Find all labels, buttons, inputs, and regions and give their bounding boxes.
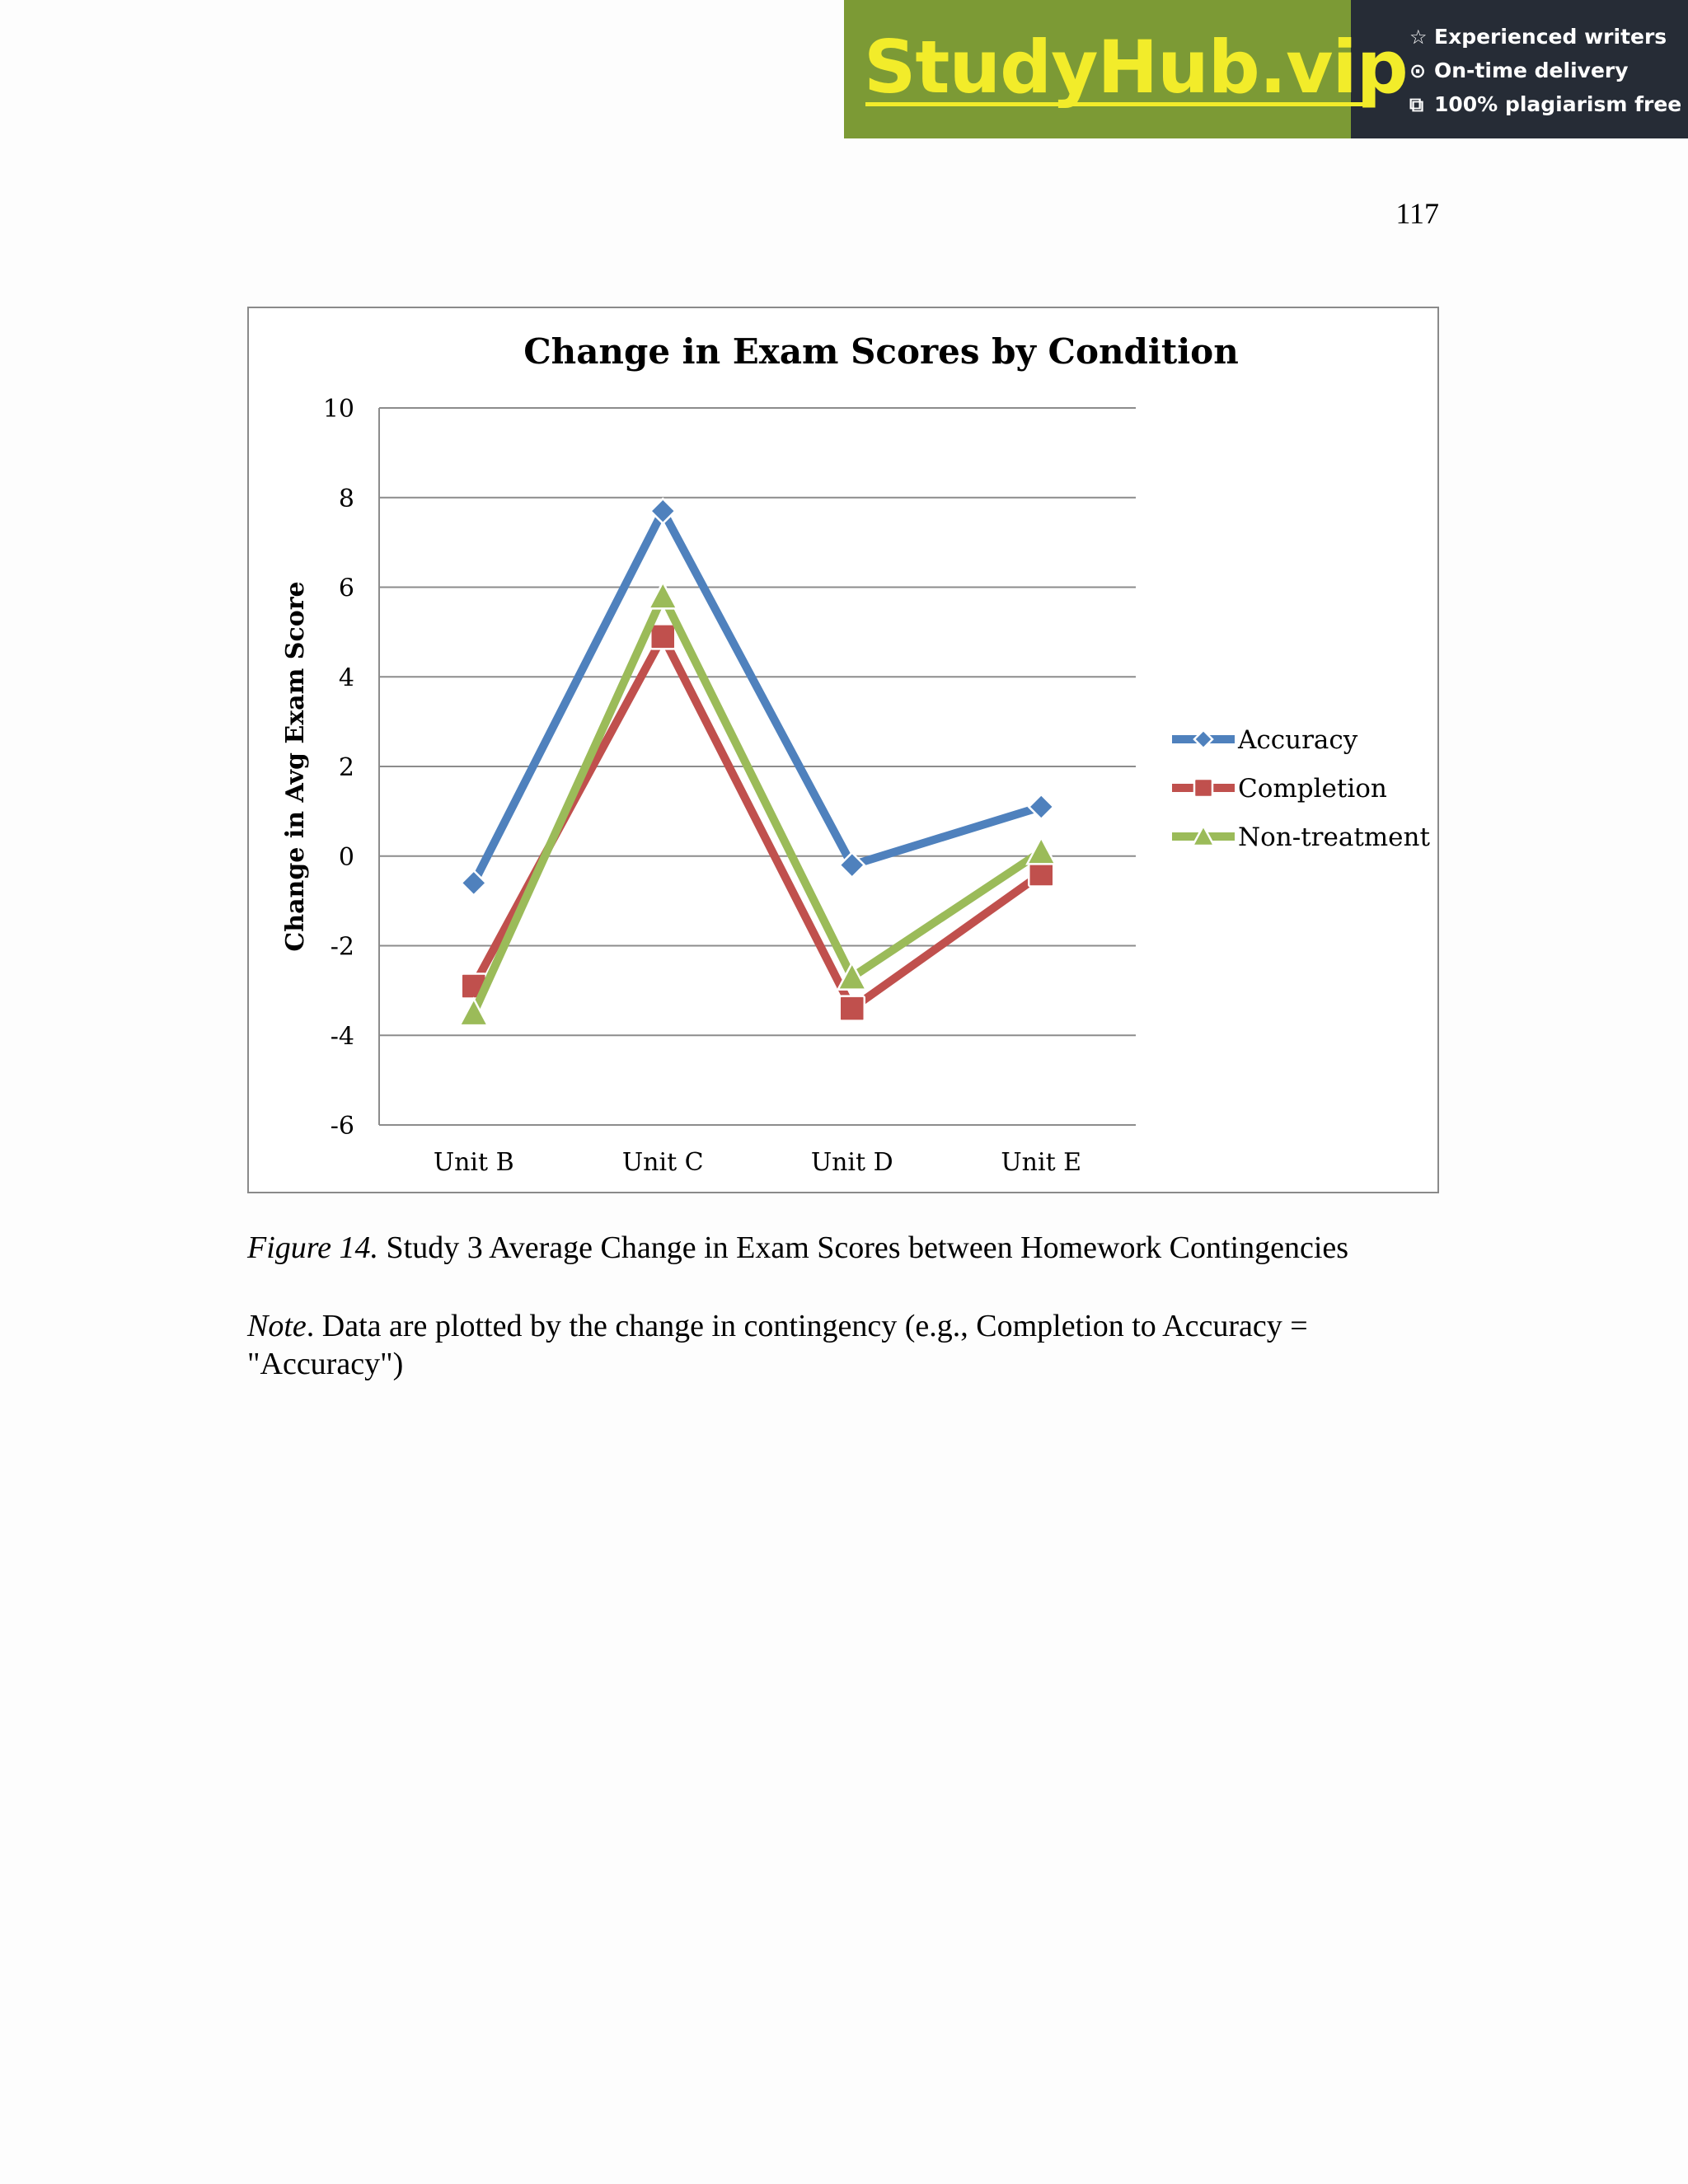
x-tick-label: Unit E (1001, 1148, 1081, 1177)
note-label: Note (247, 1309, 307, 1343)
feature-label: Experienced writers (1434, 25, 1667, 49)
legend-label: Accuracy (1237, 725, 1358, 755)
data-point-triangle (836, 960, 868, 991)
y-tick-label: -6 (331, 1112, 354, 1141)
clock-icon: ⊙ (1409, 59, 1427, 82)
data-point-square (1028, 860, 1055, 888)
data-point-diamond (459, 869, 488, 898)
data-point-triangle (1025, 835, 1057, 865)
studyhub-banner[interactable]: StudyHub.vip ☆ Experienced writers ⊙ On-… (844, 0, 1688, 138)
y-tick-label: 4 (339, 663, 354, 692)
page-number: 117 (1395, 197, 1439, 230)
data-point-diamond (649, 497, 678, 525)
y-tick-label: -2 (331, 933, 354, 962)
y-axis-label: Change in Avg Exam Score (281, 581, 310, 951)
y-tick-label: 6 (339, 574, 354, 603)
copy-icon: ⧉ (1409, 92, 1424, 116)
data-point-square (838, 995, 865, 1022)
brand-logo-text[interactable]: StudyHub.vip (864, 25, 1409, 110)
x-tick-label: Unit C (622, 1148, 704, 1177)
series-line (470, 502, 1043, 885)
legend-marker-diamond (1193, 729, 1214, 750)
legend-label: Completion (1238, 774, 1387, 804)
y-tick-label: 0 (339, 843, 354, 872)
note-text: . Data are plotted by the change in cont… (247, 1309, 1308, 1381)
y-tick-label: 2 (339, 753, 354, 782)
star-outline-icon: ☆ (1409, 25, 1428, 49)
y-tick-label: -4 (331, 1022, 354, 1051)
figure-caption-text: Study 3 Average Change in Exam Scores be… (378, 1230, 1349, 1265)
banner-brand-panel (844, 0, 1384, 138)
banner-features-panel (1351, 0, 1688, 138)
feature-label: 100% plagiarism free (1434, 92, 1682, 116)
series-line (470, 586, 1044, 1015)
legend-label: Non-treatment (1238, 823, 1430, 852)
chart-title: Change in Exam Scores by Condition (523, 331, 1239, 372)
banner-feature-list: ☆ Experienced writers ⊙ On-time delivery… (1409, 20, 1681, 121)
feature-label: On-time delivery (1434, 59, 1629, 82)
data-point-diamond (837, 851, 866, 879)
legend-marker-square (1193, 777, 1214, 799)
x-tick-label: Unit B (434, 1148, 514, 1177)
brand-underline (865, 102, 1364, 106)
chart-frame: Change in Exam Scores by Condition -6 -4 -2… (247, 307, 1439, 1193)
data-point-triangle (457, 996, 490, 1027)
figure-note: Note. Data are plotted by the change in … (247, 1307, 1467, 1383)
x-tick-label: Unit D (811, 1148, 893, 1177)
y-tick-label: 8 (339, 485, 354, 513)
figure-caption: Figure 14. Study 3 Average Change in Exa… (247, 1230, 1348, 1266)
legend-marker-triangle (1190, 823, 1217, 847)
data-point-diamond (1027, 793, 1056, 821)
feature-item: ⊙ On-time delivery (1409, 54, 1681, 87)
data-point-square (649, 623, 677, 650)
feature-item: ⧉ 100% plagiarism free (1409, 87, 1681, 121)
y-tick-label: 10 (323, 395, 354, 424)
line-chart: Change in Exam Scores by Condition -6 -4 -2… (281, 331, 1430, 1177)
feature-item: ☆ Experienced writers (1409, 20, 1681, 54)
figure-label: Figure 14. (247, 1230, 379, 1265)
data-point-triangle (647, 579, 679, 610)
